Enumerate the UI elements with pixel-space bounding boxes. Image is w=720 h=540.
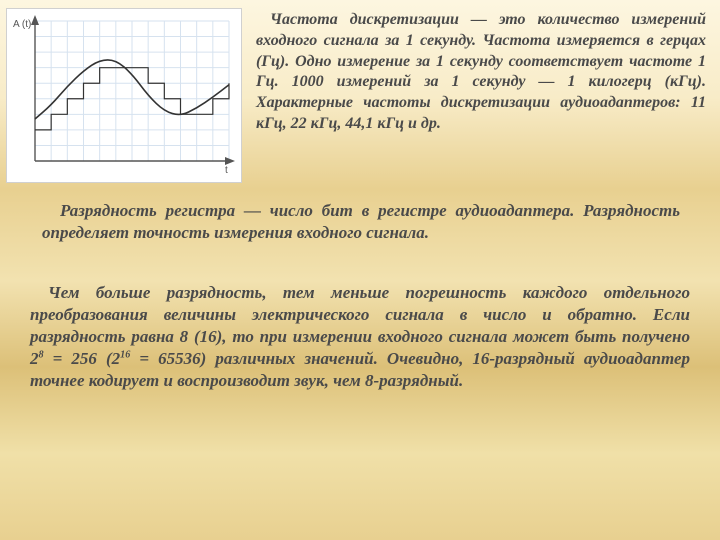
sampling-chart: A (t) t (6, 8, 242, 183)
paragraph-bit-depth-explain: Чем больше разрядность, тем меньше погре… (30, 282, 690, 392)
svg-text:A (t): A (t) (13, 19, 31, 30)
p3-sup-2: 16 (120, 350, 130, 361)
p3-run-b: = 256 (2 (44, 349, 121, 368)
sampling-chart-svg: A (t) t (11, 15, 235, 175)
paragraph-bit-depth-def: Разрядность регистра — число бит в регис… (42, 200, 680, 244)
svg-text:t: t (225, 165, 228, 175)
slide: A (t) t Частота дискретизации — это колич… (0, 0, 720, 540)
paragraph-sampling-rate: Частота дискретизации — это количество и… (256, 10, 706, 135)
